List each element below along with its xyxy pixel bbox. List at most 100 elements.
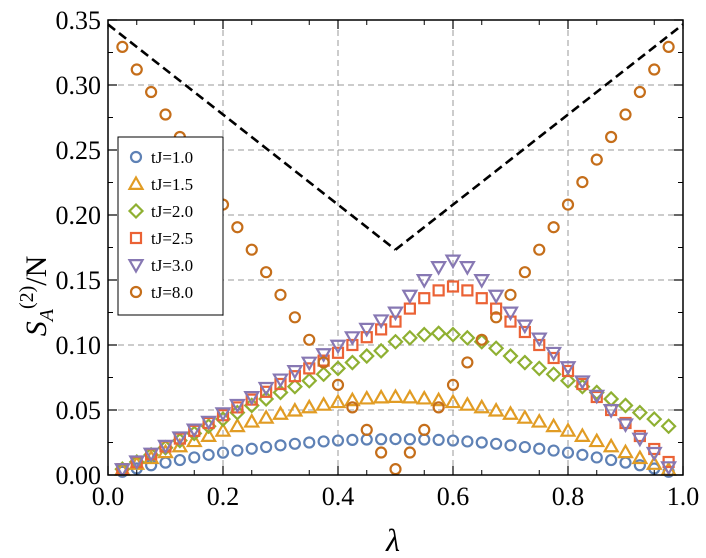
data-point	[432, 433, 445, 446]
reference-curve	[107, 23, 397, 251]
data-point	[315, 366, 332, 383]
data-point	[444, 326, 462, 343]
data-point	[171, 437, 189, 453]
data-point	[300, 398, 318, 414]
legend-entries: tJ=1.0 tJ=1.5 tJ=2.0 tJ=2.5 tJ=3.0 tJ=8.0	[127, 148, 193, 302]
data-point	[490, 437, 503, 450]
data-point	[274, 288, 287, 301]
data-point	[533, 442, 546, 455]
legend-entry: tJ=8.0	[129, 283, 193, 302]
data-point	[576, 176, 589, 189]
legend-entry: tJ=1.0	[129, 148, 193, 167]
data-point	[617, 418, 634, 434]
data-point	[602, 437, 620, 453]
data-point	[403, 433, 416, 446]
y-tick-label: 0.25	[56, 136, 102, 165]
data-point	[504, 439, 517, 452]
data-point	[329, 339, 347, 355]
data-point	[231, 221, 244, 234]
x-tick-label: 0.6	[437, 482, 470, 511]
data-point	[288, 311, 301, 324]
data-point	[288, 437, 301, 450]
y-tick-label: 0.10	[56, 331, 102, 360]
data-point	[260, 385, 273, 398]
series-tJ=3.0	[113, 254, 678, 478]
data-point	[516, 354, 533, 371]
data-point	[373, 342, 390, 359]
data-point	[113, 463, 131, 478]
data-point	[475, 292, 488, 305]
data-point	[128, 455, 146, 471]
data-point	[415, 274, 433, 289]
data-point	[559, 361, 577, 376]
data-point	[214, 422, 232, 437]
data-point	[157, 439, 174, 455]
data-point	[576, 448, 589, 461]
data-point	[317, 356, 330, 369]
data-point	[648, 63, 661, 76]
data-series	[113, 40, 678, 478]
data-point	[202, 448, 215, 461]
data-point	[145, 85, 158, 99]
x-axis-label-text: λ	[385, 522, 400, 558]
legend-label: tJ=2.0	[151, 202, 193, 221]
data-point	[185, 423, 203, 439]
data-point	[590, 451, 603, 464]
legend-marker	[129, 150, 143, 164]
data-point	[173, 453, 186, 467]
data-point	[358, 347, 375, 365]
legend-entry: tJ=1.5	[127, 175, 193, 194]
y-axis-label-base: S	[20, 321, 53, 336]
data-point	[545, 417, 563, 433]
data-point	[274, 439, 287, 452]
data-point	[530, 332, 548, 348]
y-axis-label-superscript: (2)	[16, 286, 38, 309]
data-point	[286, 401, 304, 417]
y-tick-label: 0.00	[56, 461, 102, 490]
y-tick-label: 0.35	[56, 6, 102, 35]
data-point	[200, 415, 218, 431]
reference-curve	[394, 23, 684, 251]
data-point	[317, 435, 330, 448]
data-point	[416, 326, 433, 343]
data-point	[444, 254, 462, 270]
data-point	[473, 398, 491, 414]
data-point	[573, 427, 591, 442]
legend-marker	[127, 202, 145, 220]
data-point	[458, 396, 476, 411]
data-point	[375, 446, 388, 459]
legend: tJ=1.0 tJ=1.5 tJ=2.0 tJ=2.5 tJ=3.0 tJ=8.0	[117, 136, 224, 316]
data-point	[272, 373, 289, 389]
x-tick-label: 1.0	[667, 482, 700, 511]
x-axis-label: λ	[385, 522, 400, 558]
data-point	[502, 347, 519, 365]
data-point	[547, 444, 560, 457]
data-point	[490, 311, 503, 324]
data-point	[530, 412, 548, 428]
y-tick-label: 0.05	[56, 396, 102, 425]
data-point	[331, 378, 345, 392]
series-tJ=2.0	[114, 325, 677, 478]
data-point	[228, 417, 246, 433]
legend-label: tJ=3.0	[151, 256, 193, 275]
data-point	[274, 377, 287, 391]
data-point	[159, 456, 172, 469]
data-point	[401, 388, 419, 404]
x-tick-label: 0.2	[207, 482, 240, 511]
data-point	[430, 325, 447, 342]
data-point	[257, 409, 275, 424]
data-point	[418, 292, 431, 305]
data-point	[631, 449, 649, 465]
data-point	[360, 423, 373, 436]
x-tick-label: 0.0	[92, 482, 125, 511]
axis-ticks: 0.0 0.2 0.4 0.6 0.8 1.0 0.00 0.05 0.10 0.15 0.20 0.…	[56, 6, 700, 511]
data-point	[533, 243, 546, 256]
data-point	[418, 423, 431, 436]
data-point	[389, 463, 402, 476]
data-point	[559, 372, 577, 389]
data-point	[475, 333, 488, 346]
data-point	[286, 378, 303, 395]
data-point	[617, 397, 634, 414]
data-point	[360, 433, 373, 446]
